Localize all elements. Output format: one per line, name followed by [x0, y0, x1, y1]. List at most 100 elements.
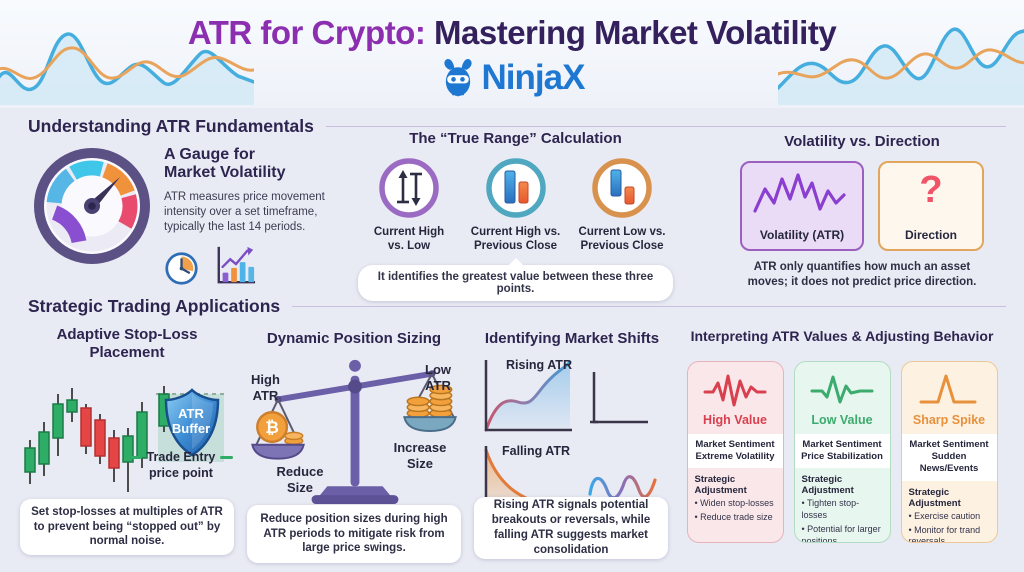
interpreting-title: Interpreting ATR Values & Adjusting Beha… — [690, 328, 994, 344]
interpreting-column: Interpreting ATR Values & Adjusting Beha… — [683, 322, 1001, 572]
entry-dash-left — [128, 455, 142, 459]
increase-size-label: Increase Size — [393, 440, 447, 471]
right-wave-decoration-icon — [778, 27, 1024, 105]
adjustment-heading: Strategic Adjustment — [801, 474, 854, 497]
adjustment-heading: Strategic Adjustment — [908, 486, 961, 509]
volatility-direction-block: Volatility vs. Direction Volatility (ATR… — [712, 133, 1012, 290]
coin-stacks-icon — [406, 384, 453, 419]
bitcoin-coin-icon: ₿ — [256, 410, 304, 446]
sentiment-value: Price Stabilization — [801, 451, 883, 463]
true-range-item-label: Current Low vs. Previous Close — [578, 226, 666, 253]
low-value-card: Low Value Market Sentiment Price Stabili… — [793, 360, 891, 543]
sentiment-value: Sudden News/Events — [919, 451, 979, 475]
high-low-arrows-icon — [379, 158, 439, 218]
market-shifts-note: Rising ATR signals potential breakouts o… — [474, 497, 668, 559]
volatility-card-label: Volatility (ATR) — [759, 228, 845, 242]
direction-card-label: Direction — [904, 228, 957, 242]
low-vs-close-bars-icon — [592, 158, 652, 218]
sharp-spike-adjustment: Strategic Adjustment • Exercise caution … — [902, 481, 997, 543]
true-range-block: The “True Range” Calculation Current Hig… — [358, 130, 673, 301]
high-vs-close-bars-icon — [485, 158, 546, 218]
adjustment-heading: Strategic Adjustment — [694, 474, 747, 497]
trade-entry-sublabel: price point — [149, 466, 213, 480]
true-range-item-label: Current High vs. Previous Close — [470, 226, 561, 253]
volatility-direction-heading: Volatility vs. Direction — [784, 133, 940, 150]
empty-axis-icon — [590, 372, 648, 424]
sentiment-value: Extreme Volatility — [695, 451, 775, 463]
low-value-zigzag-icon — [810, 375, 874, 404]
gauge-title: A Gauge for Market Volatility — [164, 146, 286, 182]
sharp-spike-label: Sharp Spike — [912, 412, 986, 427]
low-value-label: Low Value — [811, 412, 873, 427]
true-range-item-low-prev-close: Current Low vs. Previous Close — [571, 157, 673, 254]
adjustment-bullet: • Tighten stop-losses — [801, 498, 860, 521]
falling-atr-label: Falling ATR — [502, 444, 571, 458]
candlestick-stoploss-chart: ATR Buffer — [24, 386, 226, 492]
sharp-spike-sentiment: Market Sentiment Sudden News/Events — [901, 433, 997, 481]
brand-logo: NinjaX — [0, 58, 1024, 98]
true-range-item-high-prev-close: Current High vs. Previous Close — [465, 157, 567, 254]
market-shifts-title: Identifying Market Shifts — [484, 330, 660, 347]
adjustment-bullet: • Monitor for trand reversals — [908, 524, 981, 543]
bitcoin-symbol: ₿ — [265, 418, 279, 437]
page-title: ATR for Crypto: Mastering Market Volatil… — [0, 14, 1024, 52]
true-range-heading: The “True Range” Calculation — [409, 130, 622, 147]
adjustment-bullet: • Exercise caution — [908, 510, 981, 521]
left-wave-decoration-icon — [0, 32, 254, 105]
volatility-card: Volatility (ATR) — [740, 161, 864, 251]
direction-card: ? Direction — [878, 161, 984, 251]
brand-name: NinjaX — [481, 58, 586, 97]
reduce-size-label: Reduce Size — [276, 464, 324, 495]
volatility-direction-caption: ATR only quantifies how much an asset mo… — [747, 261, 977, 288]
position-sizing-column: Dynamic Position Sizing ₿ — [245, 322, 463, 572]
heading-rule — [325, 126, 1006, 127]
sentiment-heading: Market Sentiment — [695, 438, 775, 450]
true-range-note: It identifies the greatest value between… — [358, 257, 673, 301]
trade-entry-label-block: Trade Entry price point — [126, 450, 236, 480]
adjustment-bullet: • Potential for larger positions — [801, 523, 881, 543]
volatility-zigzag-icon — [753, 173, 846, 213]
true-range-item-label: Current High vs. Low — [373, 226, 445, 253]
applications-section-heading: Strategic Trading Applications — [28, 296, 1006, 317]
page-title-rest: Mastering Market Volatility — [425, 14, 837, 51]
volatility-gauge-icon — [34, 148, 150, 264]
fundamentals-heading-text: Understanding ATR Fundamentals — [28, 116, 314, 136]
rising-bar-chart-icon — [217, 246, 256, 283]
stop-loss-column: Adaptive Stop-Loss Placement — [18, 322, 236, 572]
shield-label-line1: ATR — [178, 406, 204, 421]
stop-loss-title: Adaptive Stop-Loss Placement — [56, 326, 198, 361]
adjustment-bullet: • Reduce trade size — [694, 512, 773, 523]
gauge-body: ATR measures price movement intensity ov… — [164, 190, 325, 233]
applications-heading-text: Strategic Trading Applications — [28, 296, 281, 316]
adjustment-bullet: • Widen stop-losses — [694, 498, 774, 509]
sharp-spike-icon — [919, 374, 977, 404]
low-value-sentiment: Market Sentiment Price Stabilization — [794, 433, 890, 469]
balance-scale-icon: ₿ — [251, 359, 457, 504]
trade-entry-label: Trade Entry — [146, 450, 216, 464]
high-atr-label: High ATR — [251, 372, 280, 403]
sentiment-heading: Market Sentiment — [802, 438, 882, 450]
rising-atr-chart — [484, 360, 572, 432]
market-shifts-column: Identifying Market Shifts Rising ATR Fal… — [472, 322, 672, 572]
ninja-beetle-icon — [443, 58, 472, 97]
high-value-adjustment: Strategic Adjustment • Widen stop-losses… — [688, 468, 783, 523]
high-value-zigzag-icon — [703, 374, 767, 407]
sentiment-heading: Market Sentiment — [909, 438, 989, 450]
page-title-accent: ATR for Crypto: — [187, 14, 426, 51]
true-range-item-high-low: Current High vs. Low — [358, 157, 460, 254]
gauge-text-block: A Gauge for Market Volatility ATR measur… — [164, 146, 354, 286]
question-mark: ? — [919, 169, 943, 211]
heading-rule — [292, 306, 1006, 307]
position-sizing-title: Dynamic Position Sizing — [266, 330, 442, 347]
fundamentals-section-heading: Understanding ATR Fundamentals — [28, 116, 1006, 137]
stop-loss-note: Set stop-losses at multiples of ATR to p… — [20, 499, 234, 555]
clock-icon — [165, 251, 198, 285]
sharp-spike-card: Sharp Spike Market Sentiment Sudden News… — [900, 360, 998, 543]
shield-label-line2: Buffer — [172, 421, 210, 436]
position-sizing-note: Reduce position sizes during high ATR pe… — [247, 505, 461, 563]
high-value-label: High Value — [703, 412, 767, 427]
high-value-sentiment: Market Sentiment Extreme Volatility — [687, 433, 783, 469]
atr-buffer-shield-icon — [164, 388, 220, 457]
rising-atr-label: Rising ATR — [506, 358, 572, 372]
high-value-card: High Value Market Sentiment Extreme Vola… — [686, 360, 784, 543]
